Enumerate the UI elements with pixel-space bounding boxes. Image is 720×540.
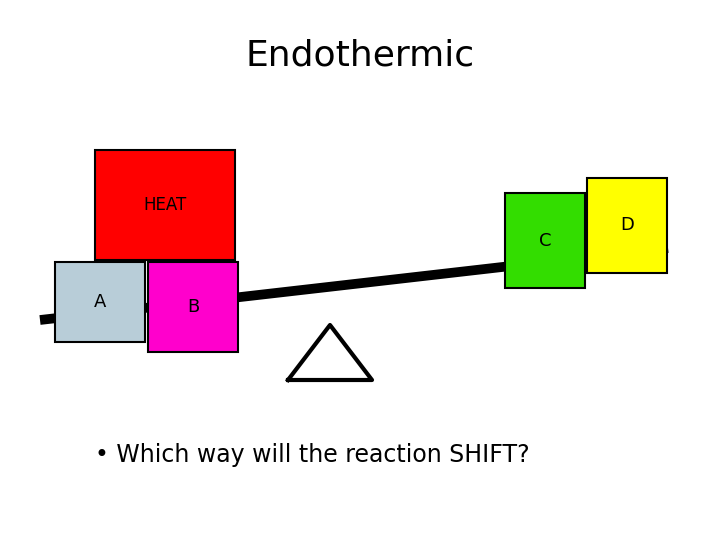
Text: Endothermic: Endothermic [246,38,474,72]
Text: B: B [187,298,199,316]
Text: D: D [620,217,634,234]
Text: • Which way will the reaction SHIFT?: • Which way will the reaction SHIFT? [95,443,530,467]
Text: C: C [539,232,552,249]
Text: A: A [94,293,106,311]
Text: HEAT: HEAT [143,196,186,214]
Bar [55,262,145,342]
Bar [587,178,667,273]
Bar [505,193,585,288]
Bar [95,150,235,260]
Bar [148,262,238,352]
